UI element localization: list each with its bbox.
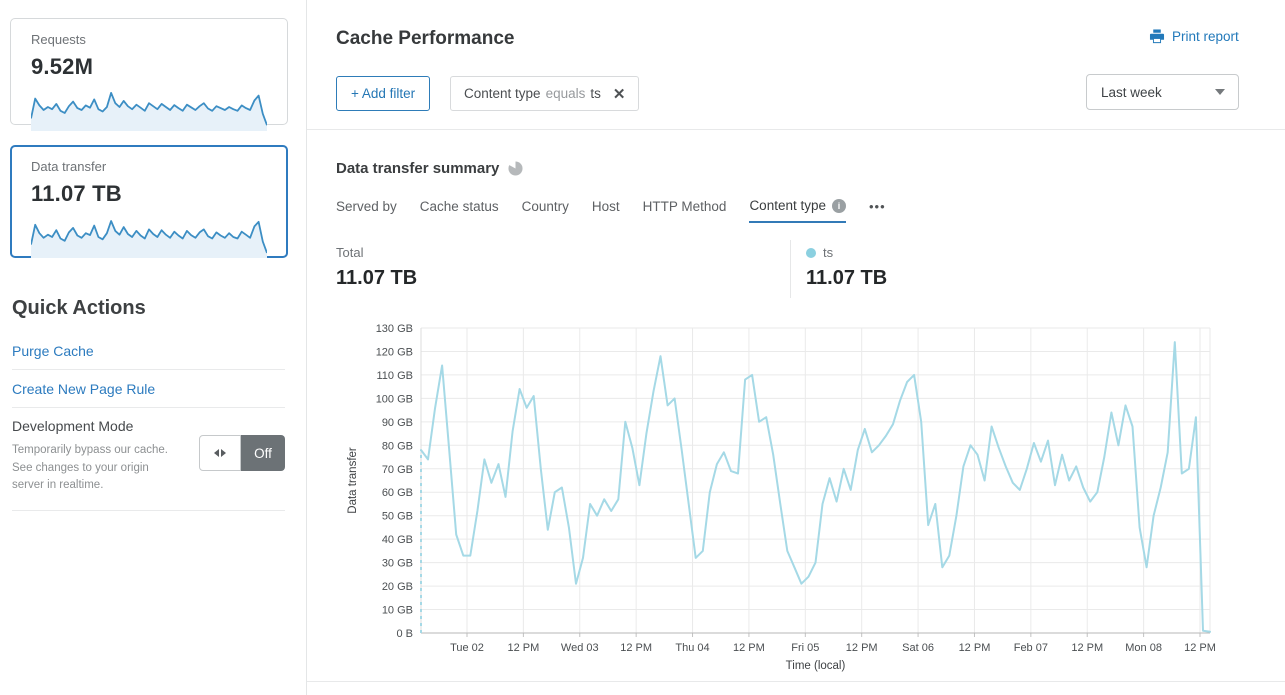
total-label: Total xyxy=(336,245,364,260)
chip-close-icon[interactable]: ✕ xyxy=(612,85,626,103)
svg-text:30 GB: 30 GB xyxy=(382,558,413,570)
development-mode-toggle[interactable]: Off xyxy=(199,435,285,471)
toggle-off-label: Off xyxy=(241,435,285,471)
svg-text:Thu 04: Thu 04 xyxy=(675,642,709,654)
development-mode-description: Temporarily bypass our cache. See change… xyxy=(12,444,168,491)
metric-card-requests[interactable]: Requests 9.52M xyxy=(10,18,288,131)
svg-text:Sat 06: Sat 06 xyxy=(902,642,934,654)
pie-timer-icon xyxy=(508,161,523,176)
tab-country[interactable]: Country xyxy=(521,199,569,214)
tab-host[interactable]: Host xyxy=(591,199,620,214)
svg-text:80 GB: 80 GB xyxy=(382,440,413,452)
printer-icon xyxy=(1149,29,1165,44)
svg-text:0 B: 0 B xyxy=(396,628,413,640)
data-transfer-sparkline xyxy=(31,220,267,258)
svg-text:12 PM: 12 PM xyxy=(733,642,765,654)
development-mode-label: Development Mode xyxy=(12,418,134,434)
create-page-rule-link[interactable]: Create New Page Rule xyxy=(12,381,156,397)
legend-dot xyxy=(806,247,816,258)
tab-content-type-label: Content type xyxy=(749,198,826,213)
svg-text:110 GB: 110 GB xyxy=(377,370,414,382)
metric-label: Requests xyxy=(31,32,86,47)
svg-text:90 GB: 90 GB xyxy=(382,417,413,429)
tab-cache-status[interactable]: Cache status xyxy=(419,199,499,214)
info-icon[interactable]: i xyxy=(832,198,846,213)
time-range-select[interactable]: Last week xyxy=(1086,74,1239,110)
print-report-button[interactable]: Print report xyxy=(1149,29,1239,44)
svg-text:120 GB: 120 GB xyxy=(376,346,413,358)
svg-text:100 GB: 100 GB xyxy=(376,393,413,405)
chevron-down-icon xyxy=(1215,89,1225,95)
sidebar-divider xyxy=(306,0,307,695)
svg-text:12 PM: 12 PM xyxy=(1071,642,1103,654)
divider xyxy=(307,681,1285,682)
chip-operator: equals xyxy=(545,86,586,101)
svg-text:50 GB: 50 GB xyxy=(382,511,413,523)
more-tabs-button[interactable]: ••• xyxy=(869,199,886,214)
svg-text:Data transfer: Data transfer xyxy=(347,447,359,514)
svg-text:Fri 05: Fri 05 xyxy=(791,642,819,654)
quick-actions-heading: Quick Actions xyxy=(12,297,146,319)
svg-text:60 GB: 60 GB xyxy=(382,487,413,499)
svg-text:Wed 03: Wed 03 xyxy=(561,642,599,654)
svg-text:40 GB: 40 GB xyxy=(382,534,413,546)
requests-sparkline xyxy=(31,92,267,131)
total-value: 11.07 TB xyxy=(336,267,418,289)
svg-text:130 GB: 130 GB xyxy=(376,323,413,335)
summary-title: Data transfer summary xyxy=(336,160,523,177)
tab-served-by[interactable]: Served by xyxy=(336,199,397,214)
tab-http-method[interactable]: HTTP Method xyxy=(642,199,727,214)
divider xyxy=(12,407,285,408)
svg-text:Tue 02: Tue 02 xyxy=(450,642,484,654)
divider xyxy=(307,129,1285,130)
time-range-value: Last week xyxy=(1101,84,1162,100)
metric-label: Data transfer xyxy=(31,159,107,174)
print-report-label: Print report xyxy=(1172,29,1239,44)
legend-series-name: ts xyxy=(823,245,834,260)
svg-text:Time (local): Time (local) xyxy=(786,660,846,672)
legend-series-value: 11.07 TB xyxy=(806,267,888,289)
divider xyxy=(12,510,285,511)
svg-text:12 PM: 12 PM xyxy=(846,642,878,654)
stats-divider xyxy=(790,240,791,298)
legend-item-ts[interactable]: ts xyxy=(806,245,833,260)
toggle-arrows-icon xyxy=(199,435,241,471)
svg-text:Mon 08: Mon 08 xyxy=(1125,642,1162,654)
metric-value: 11.07 TB xyxy=(31,181,122,206)
svg-text:12 PM: 12 PM xyxy=(620,642,652,654)
svg-text:12 PM: 12 PM xyxy=(959,642,991,654)
data-transfer-line-chart[interactable]: 130 GB 120 GB 110 GB 100 GB 90 GB 80 GB 70 GB 6… xyxy=(336,316,1216,680)
summary-title-text: Data transfer summary xyxy=(336,160,500,177)
tab-content-type[interactable]: Content type i xyxy=(749,198,846,223)
svg-text:12 PM: 12 PM xyxy=(507,642,539,654)
add-filter-button[interactable]: + Add filter xyxy=(336,76,431,111)
svg-text:70 GB: 70 GB xyxy=(382,464,413,476)
dimension-tabs: Served by Cache status Country Host HTTP… xyxy=(336,198,886,223)
svg-text:Feb 07: Feb 07 xyxy=(1014,642,1048,654)
chip-value: ts xyxy=(590,86,601,101)
chip-field: Content type xyxy=(464,86,541,101)
add-filter-label: + Add filter xyxy=(351,86,416,101)
filter-chip-content-type[interactable]: Content type equals ts ✕ xyxy=(450,76,640,111)
divider xyxy=(12,369,285,370)
svg-text:12 PM: 12 PM xyxy=(1184,642,1216,654)
svg-text:20 GB: 20 GB xyxy=(382,581,413,593)
metric-card-data-transfer[interactable]: Data transfer 11.07 TB xyxy=(10,145,288,258)
svg-text:10 GB: 10 GB xyxy=(382,605,413,617)
metric-value: 9.52M xyxy=(31,54,94,79)
page-title: Cache Performance xyxy=(336,28,515,49)
purge-cache-link[interactable]: Purge Cache xyxy=(12,343,94,359)
